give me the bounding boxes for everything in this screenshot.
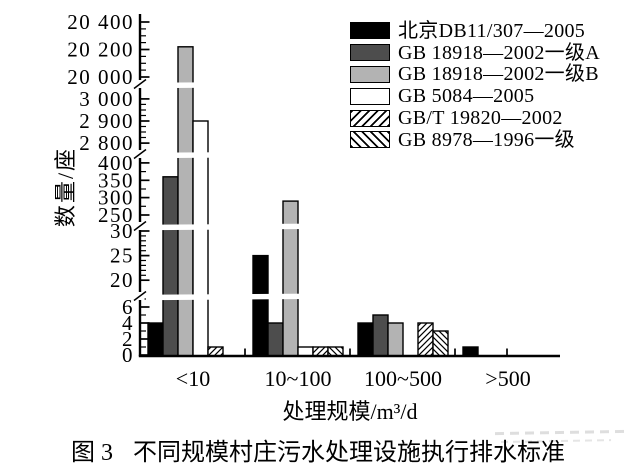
x-category-label: 10~100	[265, 366, 332, 391]
y-tick-label: 250	[98, 203, 134, 227]
legend-swatch-dark-gray	[350, 44, 390, 62]
y-tick-label: 2 900	[79, 109, 134, 133]
legend-item: GB 8978—1996一级	[350, 129, 600, 151]
figure-caption-number: 图 3	[71, 440, 113, 466]
bar	[462, 346, 479, 357]
y-tick-label: 2	[122, 327, 134, 351]
y-tick-label: 30	[110, 219, 134, 243]
legend: 北京DB11/307—2005 GB 18918—2002一级A GB 1891…	[350, 20, 600, 151]
x-axis-title: 处理规模/m³/d	[282, 399, 418, 424]
y-tick-label: 4	[122, 311, 134, 335]
legend-item: GB/T 19820—2002	[350, 107, 600, 129]
legend-item: GB 18918—2002一级A	[350, 42, 600, 64]
y-tick-label: 3 000	[79, 87, 134, 111]
bar	[387, 322, 404, 357]
bar	[177, 46, 194, 357]
bar	[327, 346, 344, 357]
bar	[207, 346, 224, 357]
figure-caption-text: 不同规模村庄污水处理设施执行排水标准	[133, 440, 565, 466]
x-category-label: 100~500	[364, 366, 442, 391]
legend-label: GB 18918—2002一级B	[398, 63, 599, 86]
legend-item: 北京DB11/307—2005	[350, 20, 600, 42]
bar	[312, 346, 329, 357]
y-tick-label: 20	[110, 268, 134, 292]
x-category-label: >500	[485, 366, 530, 391]
figure-caption: 图 3 不同规模村庄污水处理设施执行排水标准	[60, 432, 576, 467]
bar	[252, 254, 269, 357]
y-tick-label: 400	[98, 151, 134, 175]
bar	[432, 330, 449, 357]
legend-label: GB 5084—2005	[398, 85, 535, 108]
y-tick-label: 20 000	[67, 65, 134, 89]
x-category-label: <10	[176, 366, 210, 391]
legend-item: GB 18918—2002一级B	[350, 64, 600, 86]
legend-label: GB 8978—1996一级	[398, 128, 575, 151]
legend-swatch-white	[350, 87, 390, 105]
legend-swatch-back-hatch	[350, 131, 390, 149]
y-axis-title: 数量/座	[53, 146, 78, 228]
y-tick-label: 2 800	[79, 131, 134, 155]
y-tick-label: 6	[122, 295, 134, 319]
y-tick-label: 0	[122, 343, 134, 367]
bar	[357, 322, 374, 357]
bar	[162, 176, 179, 357]
bar	[147, 322, 164, 357]
legend-label: GB 18918—2002一级A	[398, 41, 601, 64]
bar	[297, 346, 314, 357]
bar	[372, 314, 389, 357]
bar	[267, 322, 284, 357]
y-tick-label: 20 400	[67, 10, 134, 34]
legend-swatch-solid-black	[350, 22, 390, 40]
y-tick-label: 20 200	[67, 38, 134, 62]
legend-item: GB 5084—2005	[350, 85, 600, 107]
legend-label: GB/T 19820—2002	[398, 107, 563, 130]
y-tick-label: 300	[98, 186, 134, 210]
y-tick-label: 350	[98, 168, 134, 192]
legend-swatch-forward-hatch	[350, 109, 390, 127]
legend-label: 北京DB11/307—2005	[398, 19, 586, 42]
y-tick-label: 25	[110, 244, 134, 268]
bar	[417, 322, 434, 357]
legend-swatch-light-gray	[350, 65, 390, 83]
